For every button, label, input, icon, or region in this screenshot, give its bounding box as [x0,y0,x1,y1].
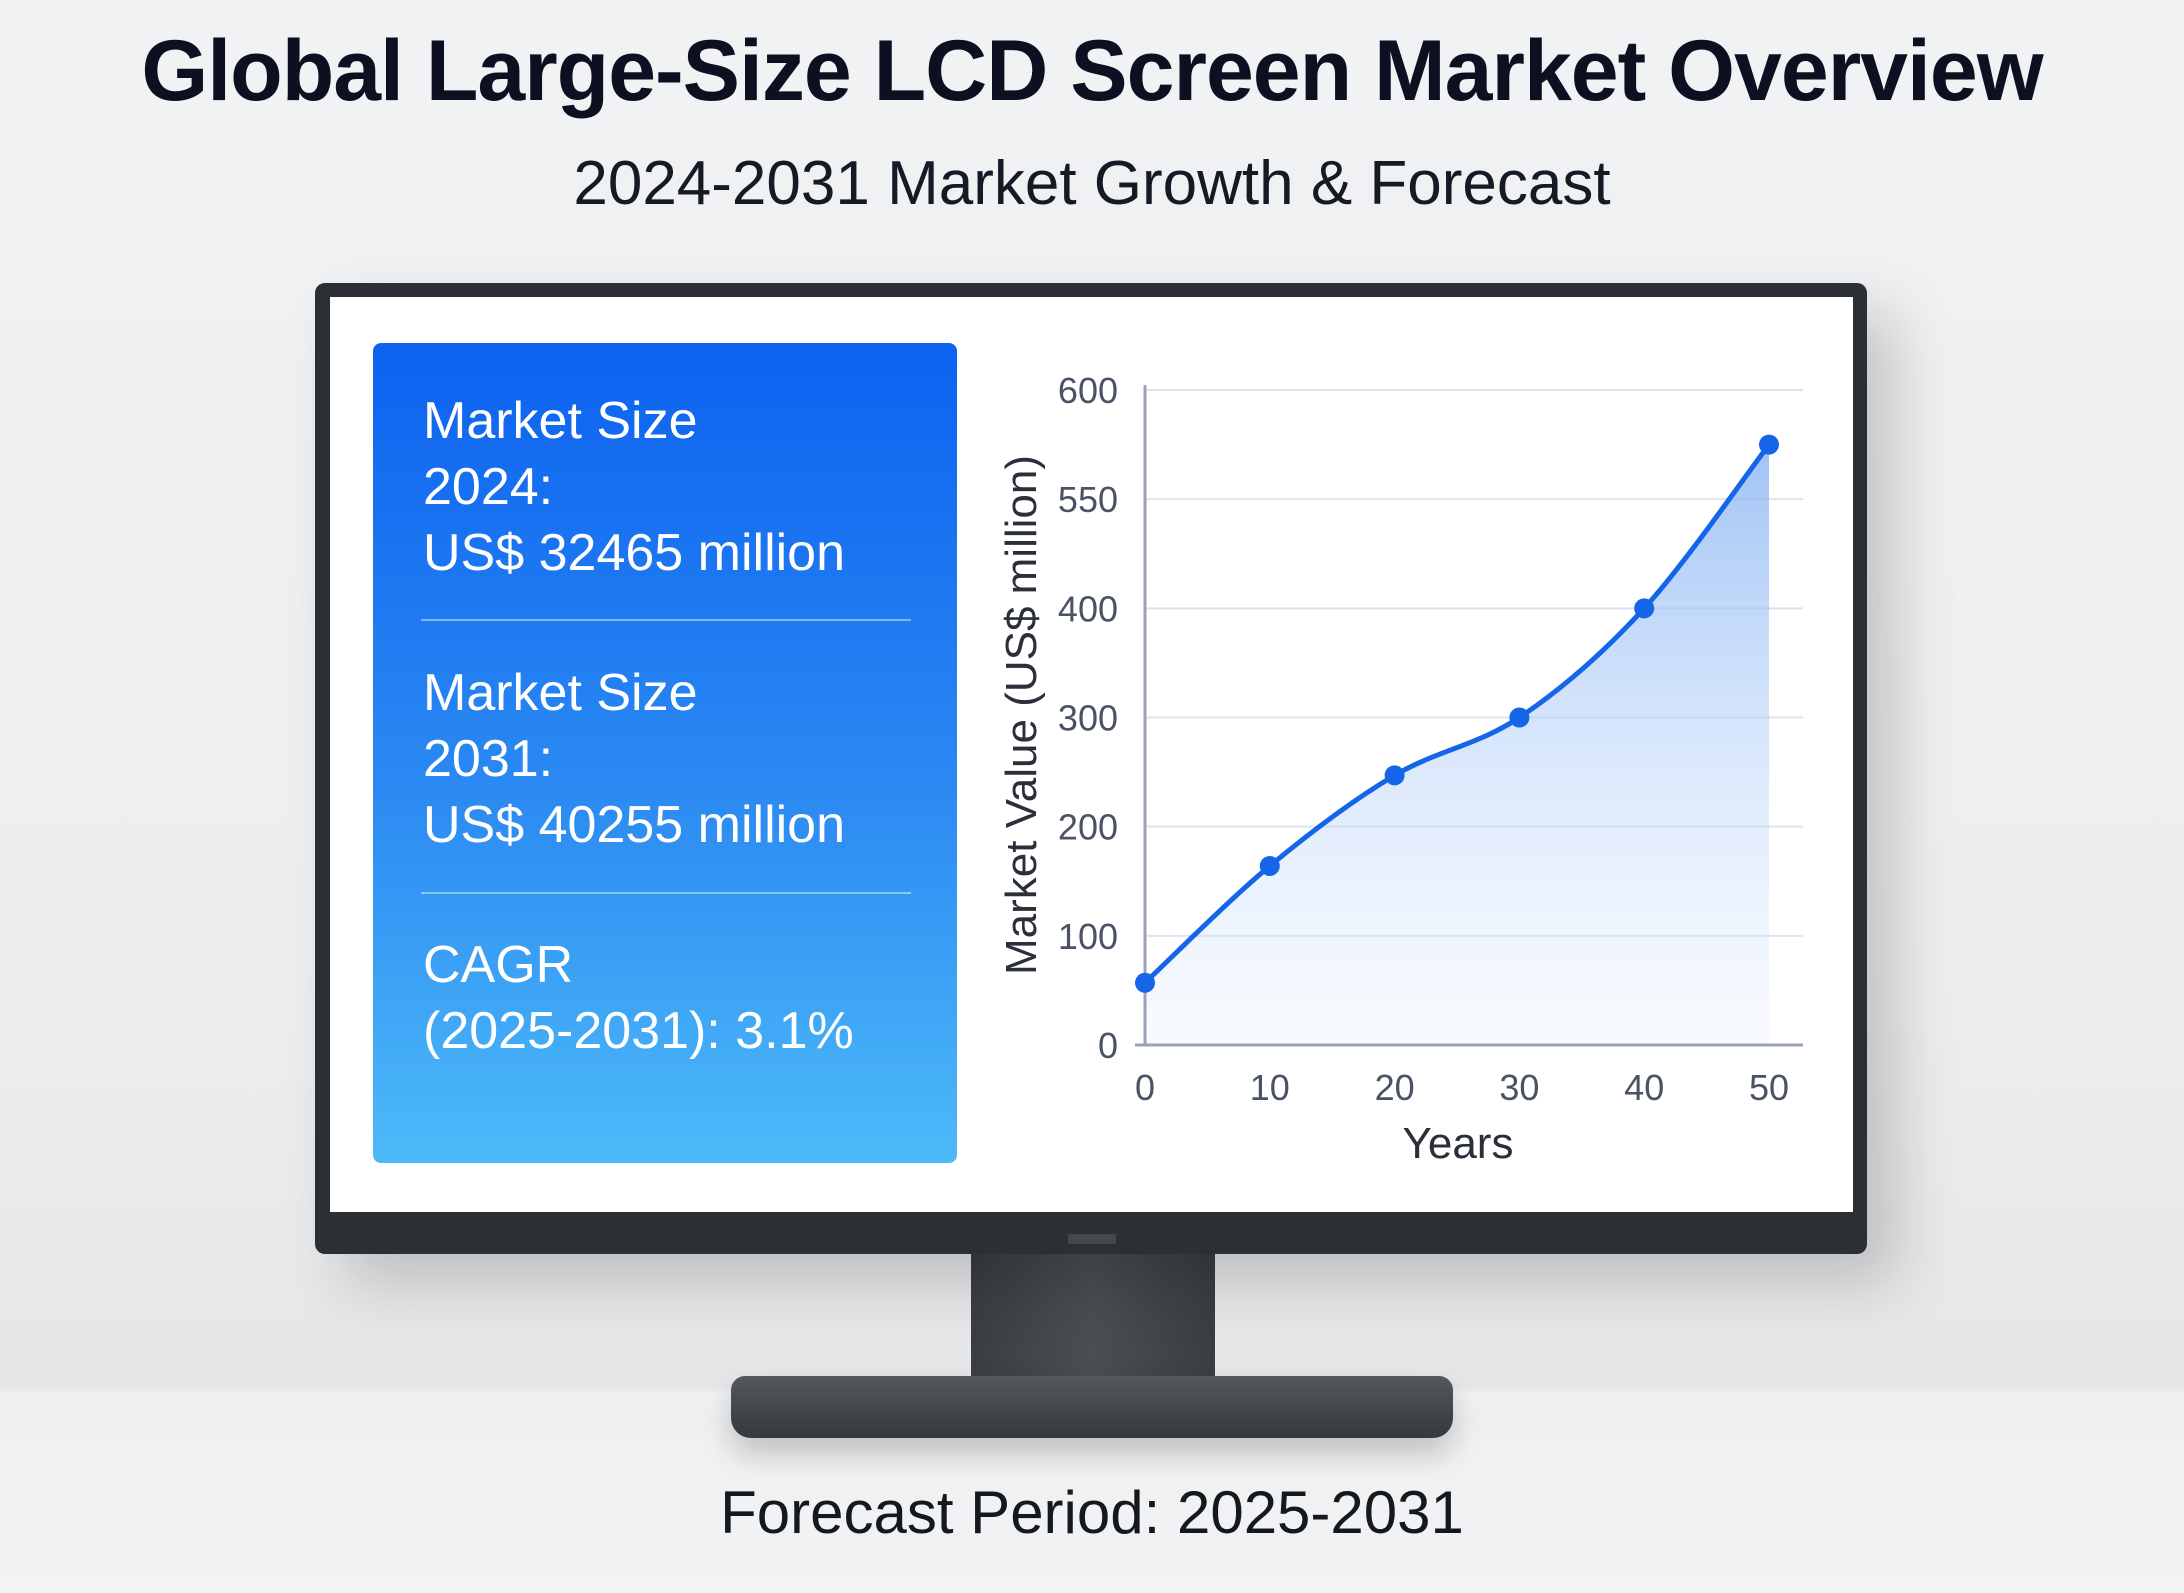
forecast-period: Forecast Period: 2025-2031 [720,1479,1464,1546]
x-tick-label: 50 [1749,1067,1789,1108]
y-axis-label: Market Value (US$ million) [997,455,1046,975]
market-2024-year: 2024: [423,458,554,516]
x-tick-label: 0 [1135,1067,1155,1108]
area-fill [1145,444,1769,1045]
market-2031-label: Market Size [423,664,698,722]
cagr-block: CAGR (2025-2031): 3.1% [423,932,854,1064]
data-point [1259,855,1280,876]
market-2031-block: Market Size 2031: US$ 40255 million [423,660,845,858]
y-tick-label: 100 [1058,916,1118,957]
x-tick-label: 10 [1250,1067,1290,1108]
page-title: Global Large-Size LCD Screen Market Over… [141,23,2043,119]
market-2024-label: Market Size [423,392,698,450]
market-2031-value: US$ 40255 million [423,796,846,854]
data-point [1509,707,1530,728]
divider [421,892,911,894]
y-tick-label: 400 [1058,588,1118,629]
data-point [1135,972,1155,993]
market-2024-value: US$ 32465 million [423,524,846,582]
x-tick-label: 40 [1624,1067,1664,1108]
data-point [1634,598,1655,619]
cagr-value: (2025-2031): 3.1% [423,1002,854,1060]
monitor-logo [1068,1234,1116,1244]
stats-panel: Market Size 2024: US$ 32465 million Mark… [373,343,957,1163]
y-tick-label: 200 [1058,807,1118,848]
market-2024-block: Market Size 2024: US$ 32465 million [423,388,845,586]
monitor-stand-neck [971,1254,1215,1394]
monitor-stand-base [731,1376,1453,1438]
divider [421,619,911,621]
y-tick-label: 300 [1058,698,1118,739]
data-point [1384,765,1405,786]
y-tick-label: 0 [1098,1025,1118,1066]
x-axis-label: Years [1403,1119,1514,1168]
x-tick-label: 30 [1499,1067,1539,1108]
market-2031-year: 2031: [423,730,554,788]
y-tick-label: 550 [1058,479,1118,520]
x-tick-label: 20 [1375,1067,1415,1108]
cagr-label: CAGR [423,936,574,994]
page-subtitle: 2024-2031 Market Growth & Forecast [573,149,1611,218]
series-line [1143,443,1771,985]
data-point [1759,434,1779,455]
y-tick-label: 600 [1058,370,1118,411]
